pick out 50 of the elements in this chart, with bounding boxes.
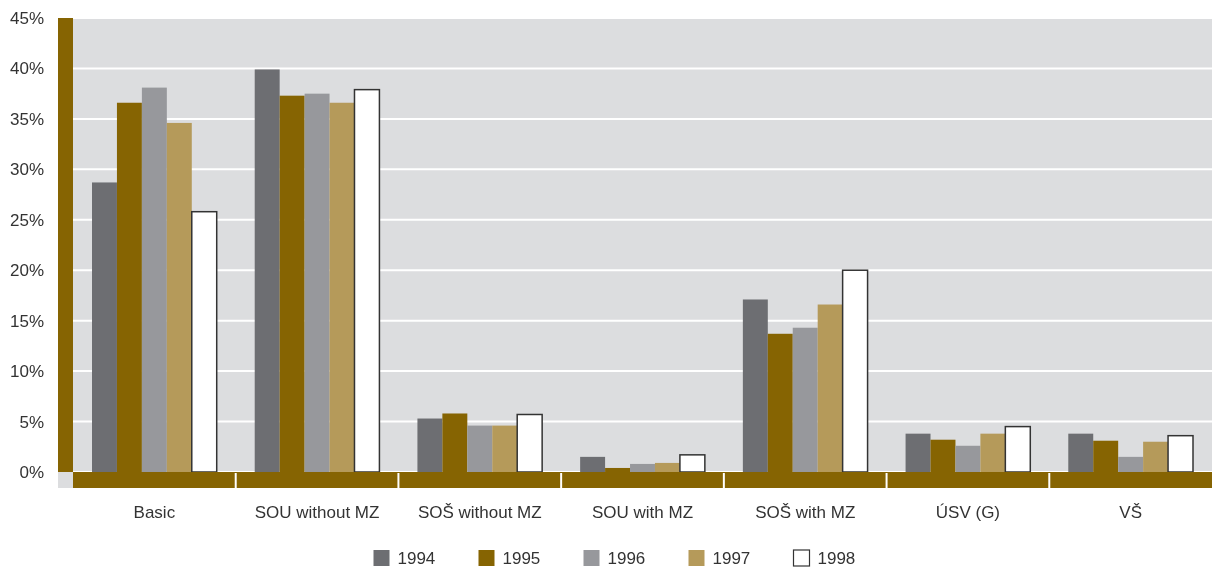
y-tick-label: 45% — [9, 8, 44, 28]
x-tick-label: SOŠ without MZ — [417, 503, 542, 522]
bar — [792, 327, 818, 472]
y-tick-label: 35% — [9, 109, 44, 129]
y-tick-label: 25% — [9, 210, 44, 230]
bar — [329, 102, 355, 472]
x-tick-label: SOU with MZ — [591, 503, 694, 522]
bar — [116, 102, 142, 472]
bar — [980, 433, 1006, 472]
bar — [417, 418, 443, 472]
bar — [1093, 440, 1119, 472]
bar — [166, 122, 192, 472]
y-tick-label: 10% — [9, 362, 44, 382]
bar — [630, 463, 655, 472]
bar — [442, 413, 468, 472]
bar — [1143, 441, 1169, 472]
bar — [492, 425, 518, 472]
x-tick-label: SOU without MZ — [254, 503, 380, 522]
bar — [304, 93, 330, 472]
x-tick-label: Basic — [133, 503, 176, 522]
legend-label: 1998 — [817, 548, 856, 568]
y-tick-label: 40% — [9, 59, 44, 79]
x-tick-label: VŠ — [1119, 503, 1142, 522]
y-tick-label: 0% — [19, 462, 44, 482]
y-tick-label: 5% — [19, 412, 44, 432]
bar — [92, 182, 117, 472]
legend-label: 1995 — [502, 548, 541, 568]
y-tick-label: 20% — [9, 261, 44, 281]
bar — [580, 456, 606, 472]
y-tick-label: 30% — [9, 160, 44, 180]
legend-label: 1997 — [712, 548, 751, 568]
bar — [817, 304, 843, 472]
bar — [955, 445, 981, 472]
bar — [1068, 433, 1094, 472]
y-tick-label: 15% — [9, 311, 44, 331]
bar — [654, 462, 680, 472]
x-tick-label: SOŠ with MZ — [755, 503, 856, 522]
bar — [141, 87, 167, 472]
bar — [767, 333, 793, 472]
bar — [742, 299, 768, 472]
legend-label: 1994 — [397, 548, 436, 568]
legend-label: 1996 — [607, 548, 646, 568]
bar — [279, 95, 305, 472]
bar — [905, 433, 931, 472]
bar — [467, 425, 493, 472]
bar — [1118, 456, 1144, 472]
bar — [254, 69, 280, 472]
bar — [605, 467, 631, 472]
bar — [930, 439, 956, 472]
x-tick-label: ÚSV (G) — [935, 503, 1001, 522]
